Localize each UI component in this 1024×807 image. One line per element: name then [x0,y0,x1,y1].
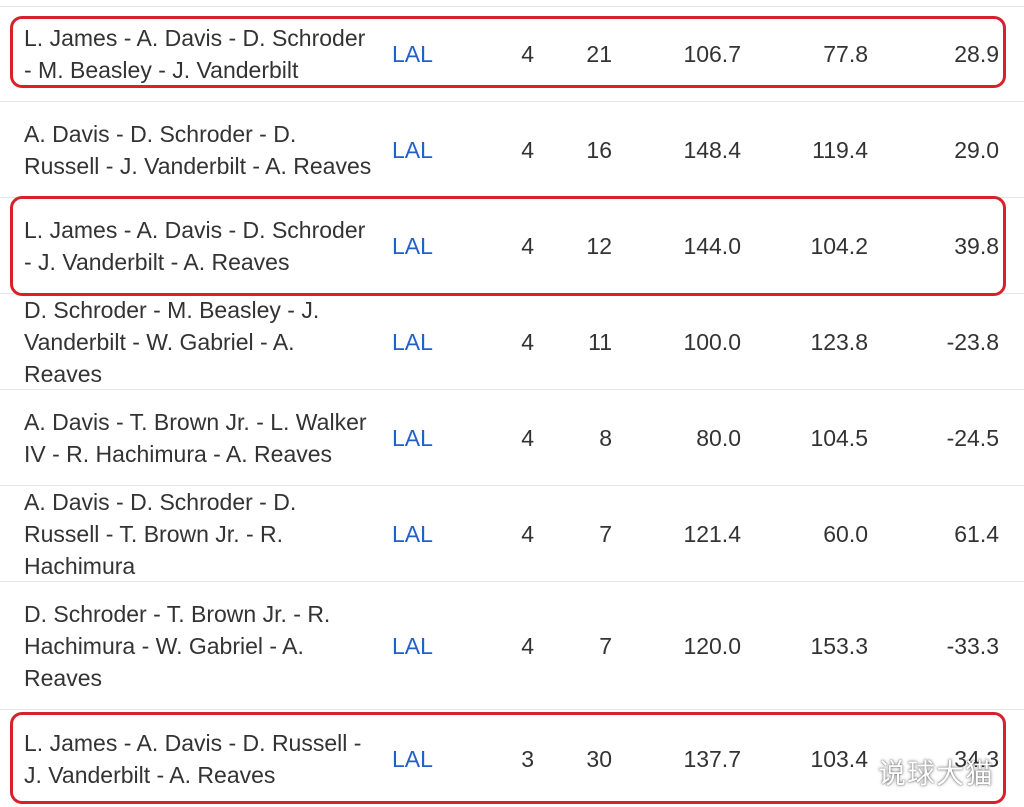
minutes-cell: 16 [586,136,612,163]
table-top-divider [0,0,1024,7]
table-row: D. Schroder - T. Brown Jr. - R. Hachimur… [0,582,1024,710]
games-played-cell: 4 [521,520,534,547]
offensive-rating-cell: 121.4 [683,520,741,547]
net-rating-cell: -33.3 [946,632,999,659]
table-row: D. Schroder - M. Beasley - J. Vanderbilt… [0,294,1024,390]
lineup-cell: A. Davis - T. Brown Jr. - L. Walker IV -… [24,408,367,467]
lineup-cell: D. Schroder - T. Brown Jr. - R. Hachimur… [24,600,331,691]
minutes-cell: 7 [599,520,612,547]
table-row: A. Davis - D. Schroder - D. Russell - T.… [0,486,1024,582]
offensive-rating-cell: 120.0 [683,632,741,659]
defensive-rating-cell: 103.4 [810,745,868,772]
defensive-rating-cell: 104.2 [810,232,868,259]
lineup-cell: L. James - A. Davis - D. Schroder - J. V… [24,216,366,275]
games-played-cell: 4 [521,328,534,355]
table-row: A. Davis - T. Brown Jr. - L. Walker IV -… [0,390,1024,486]
team-link[interactable]: LAL [392,41,433,67]
defensive-rating-cell: 123.8 [810,328,868,355]
team-link[interactable]: LAL [392,745,433,772]
net-rating-cell: 28.9 [954,41,999,67]
net-rating-cell: 34.3 [954,745,999,772]
offensive-rating-cell: 100.0 [683,328,741,355]
table-row: L. James - A. Davis - D. Russell - J. Va… [0,710,1024,807]
defensive-rating-cell: 104.5 [810,424,868,451]
games-played-cell: 4 [521,424,534,451]
offensive-rating-cell: 106.7 [683,41,741,67]
offensive-rating-cell: 80.0 [696,424,741,451]
lineup-cell: D. Schroder - M. Beasley - J. Vanderbilt… [24,296,320,387]
defensive-rating-cell: 119.4 [812,136,868,163]
defensive-rating-cell: 60.0 [823,520,868,547]
offensive-rating-cell: 137.7 [683,745,741,772]
lineup-cell: A. Davis - D. Schroder - D. Russell - T.… [24,488,297,579]
team-link[interactable]: LAL [392,136,433,163]
team-link[interactable]: LAL [392,328,433,355]
team-link[interactable]: LAL [392,520,433,547]
net-rating-cell: 29.0 [954,136,999,163]
minutes-cell: 30 [586,745,612,772]
table-row: L. James - A. Davis - D. Schroder - J. V… [0,198,1024,294]
minutes-cell: 8 [599,424,612,451]
minutes-cell: 11 [588,328,612,355]
offensive-rating-cell: 144.0 [683,232,741,259]
table-row: A. Davis - D. Schroder - D. Russell - J.… [0,102,1024,198]
net-rating-cell: -23.8 [946,328,999,355]
offensive-rating-cell: 148.4 [683,136,741,163]
lineup-cell: L. James - A. Davis - D. Schroder - M. B… [24,25,366,83]
team-link[interactable]: LAL [392,632,433,659]
defensive-rating-cell: 77.8 [823,41,868,67]
games-played-cell: 4 [521,232,534,259]
minutes-cell: 7 [599,632,612,659]
team-link[interactable]: LAL [392,424,433,451]
lineup-cell: L. James - A. Davis - D. Russell - J. Va… [24,729,362,788]
net-rating-cell: -24.5 [946,424,999,451]
team-link[interactable]: LAL [392,232,433,259]
table-row: L. James - A. Davis - D. Schroder - M. B… [0,7,1024,102]
net-rating-cell: 61.4 [954,520,999,547]
minutes-cell: 21 [586,41,612,67]
games-played-cell: 4 [521,41,534,67]
games-played-cell: 4 [521,136,534,163]
games-played-cell: 4 [521,632,534,659]
minutes-cell: 12 [586,232,612,259]
defensive-rating-cell: 153.3 [810,632,868,659]
lineup-cell: A. Davis - D. Schroder - D. Russell - J.… [24,120,372,179]
games-played-cell: 3 [521,745,534,772]
net-rating-cell: 39.8 [954,232,999,259]
